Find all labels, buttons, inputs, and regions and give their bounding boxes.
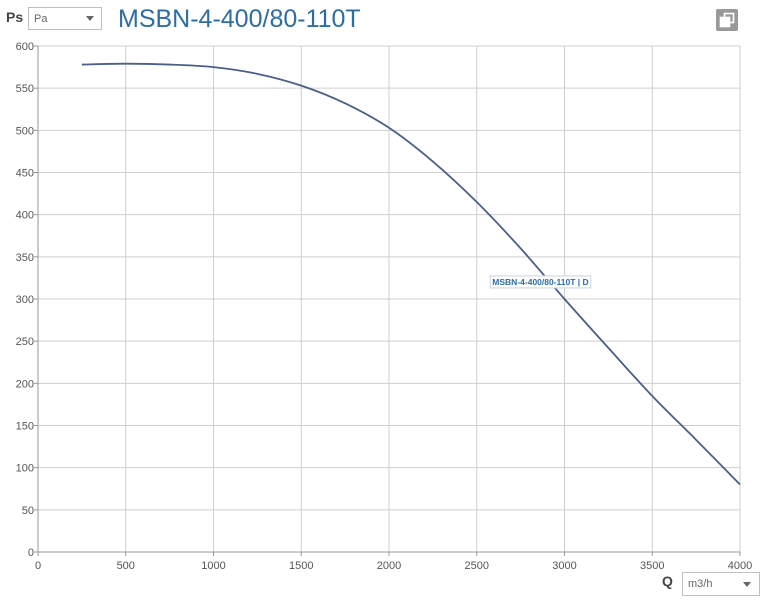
x-tick-label: 2000	[377, 560, 401, 572]
x-tick-label: 3000	[552, 560, 576, 572]
y-tick-label: 350	[16, 252, 34, 264]
x-tick-label: 4000	[728, 560, 752, 572]
x-tick-label: 0	[35, 560, 41, 572]
x-tick-label: 1000	[201, 560, 225, 572]
y-tick-label: 400	[16, 210, 34, 222]
x-tick-label: 500	[117, 560, 135, 572]
copy-button[interactable]	[716, 9, 738, 31]
x-unit-value: m3/h	[688, 578, 713, 590]
y-tick-label: 50	[22, 505, 34, 517]
x-tick-label: 2500	[465, 560, 489, 572]
series-label: MSBN-4-400/80-110T | D	[492, 277, 588, 287]
y-tick-label: 500	[16, 125, 34, 137]
y-tick-label: 450	[16, 168, 34, 180]
y-tick-label: 250	[16, 336, 34, 348]
y-tick-label: 300	[16, 294, 34, 306]
y-tick-label: 100	[16, 463, 34, 475]
chart-title: MSBN-4-400/80-110T	[118, 5, 361, 33]
copy-icon	[719, 12, 735, 28]
x-axis-symbol: Q	[662, 573, 673, 589]
y-tick-label: 550	[16, 83, 34, 95]
series-curve	[81, 62, 741, 486]
chevron-down-icon	[86, 16, 94, 21]
y-unit-select[interactable]: Pa	[28, 7, 102, 30]
x-tick-label: 3500	[640, 560, 664, 572]
y-tick-label: 200	[16, 378, 34, 390]
x-tick-label: 1500	[289, 560, 313, 572]
y-tick-label: 150	[16, 421, 34, 433]
chevron-down-icon	[743, 582, 751, 587]
x-unit-select[interactable]: m3/h	[682, 572, 760, 596]
series-label-box	[489, 275, 592, 289]
y-axis-symbol: Ps	[6, 9, 24, 25]
y-unit-value: Pa	[34, 13, 48, 25]
y-tick-label: 600	[16, 41, 34, 53]
y-tick-label: 0	[28, 547, 34, 559]
